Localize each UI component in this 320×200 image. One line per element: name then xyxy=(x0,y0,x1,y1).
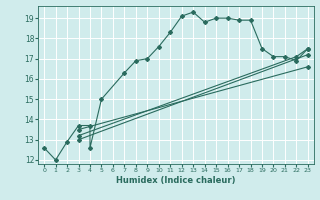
X-axis label: Humidex (Indice chaleur): Humidex (Indice chaleur) xyxy=(116,176,236,185)
